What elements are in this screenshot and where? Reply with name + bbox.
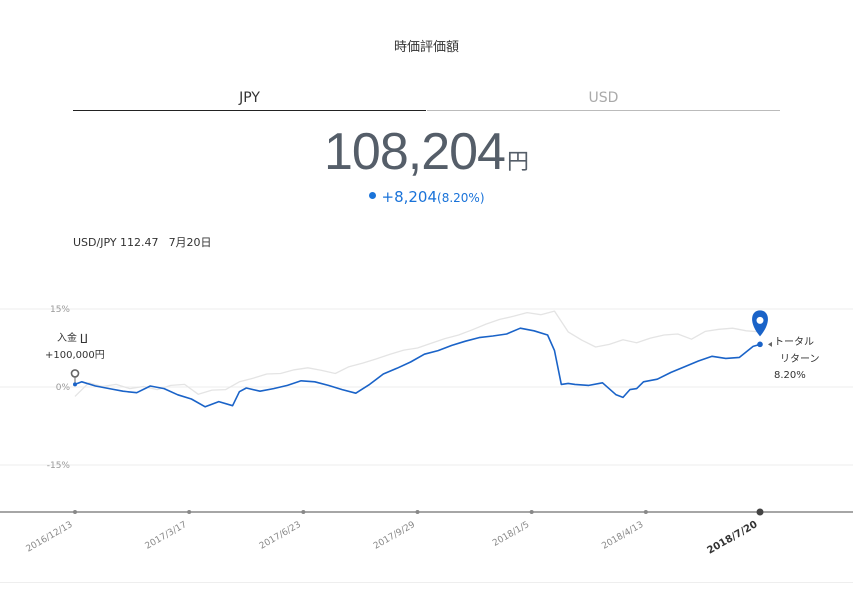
change-percent: (8.20%) bbox=[437, 191, 485, 205]
deposit-start-dot bbox=[73, 382, 77, 387]
x-tick-dot bbox=[415, 510, 420, 514]
deposit-pin-icon bbox=[70, 369, 80, 378]
x-tick-label: 2017/6/23 bbox=[258, 520, 303, 552]
fx-pair: USD/JPY 112.47 bbox=[73, 236, 159, 249]
total-return-value: 8.20% bbox=[774, 370, 806, 381]
x-tick-label: 2018/4/13 bbox=[600, 520, 645, 552]
x-tick-dot bbox=[529, 510, 534, 514]
valuation-number: 108,204 bbox=[324, 123, 506, 181]
x-tick-label: 2016/12/13 bbox=[25, 520, 75, 555]
fx-date: 7月20日 bbox=[168, 236, 212, 249]
valuation-unit: 円 bbox=[506, 150, 529, 175]
change-dot-icon bbox=[368, 192, 376, 199]
series-benchmark-line bbox=[74, 310, 761, 397]
x-tick-label: 2018/1/5 bbox=[491, 520, 531, 549]
total-return-label-2: リターン bbox=[780, 353, 820, 365]
x-tick-dot bbox=[756, 508, 764, 516]
location-pin-hole bbox=[756, 316, 764, 324]
bottom-divider bbox=[0, 582, 853, 583]
x-tick-label: 2018/7/20 bbox=[705, 519, 759, 557]
tab-usd[interactable]: USD bbox=[427, 90, 780, 111]
tab-jpy[interactable]: JPY bbox=[73, 90, 426, 111]
pointer-triangle-icon bbox=[768, 341, 772, 347]
valuation-change: +8,204(8.20%) bbox=[0, 188, 853, 206]
x-tick-dot bbox=[187, 510, 192, 514]
x-tick-dot bbox=[643, 510, 648, 514]
x-tick-dot bbox=[73, 510, 77, 514]
x-tick-label: 2017/9/29 bbox=[372, 520, 417, 552]
change-amount: +8,204 bbox=[381, 188, 438, 206]
valuation-amount: 108,204円 bbox=[0, 122, 853, 182]
fx-rate: USD/JPY 112.47 7月20日 bbox=[73, 234, 222, 250]
y-tick-label: -15% bbox=[47, 461, 71, 471]
deposit-amount: +100,000円 bbox=[45, 350, 105, 361]
y-tick-label: 0% bbox=[56, 383, 71, 393]
x-tick-dot bbox=[301, 510, 306, 514]
page-title: 時価評価額 bbox=[393, 40, 459, 55]
current-value-dot bbox=[757, 341, 763, 348]
y-tick-label: 15% bbox=[50, 305, 70, 315]
series-portfolio-line bbox=[74, 327, 761, 408]
total-return-label: トータル bbox=[774, 336, 814, 348]
deposit-label: 入金 ∐ bbox=[57, 331, 88, 344]
x-tick-label: 2017/3/17 bbox=[144, 520, 189, 552]
